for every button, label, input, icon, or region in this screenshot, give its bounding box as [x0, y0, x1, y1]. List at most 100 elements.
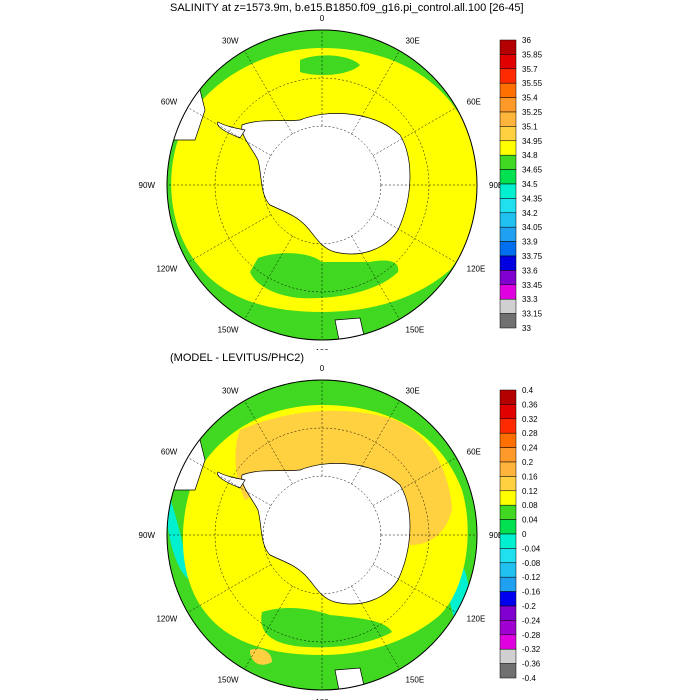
- colorbar-swatch: [499, 82, 517, 98]
- meridian-line: [351, 235, 400, 320]
- colorbar-label: -0.16: [522, 588, 541, 597]
- colorbar-swatch: [499, 605, 517, 621]
- colorbar-label: -0.08: [522, 559, 541, 568]
- bottom-map-border: [166, 379, 478, 691]
- colorbar-swatch: [499, 648, 517, 664]
- colorbar-label: 33.15: [522, 310, 543, 319]
- top-graticule: [167, 30, 477, 340]
- colorbar-label: 34.8: [522, 151, 538, 160]
- bottom-graticule: [167, 380, 477, 690]
- colorbar-swatch: [499, 126, 517, 142]
- colorbar-swatch: [499, 519, 517, 535]
- colorbar-label: 36: [522, 36, 531, 45]
- colorbar-label: 0.04: [522, 516, 538, 525]
- meridian-line: [351, 400, 400, 485]
- longitude-label: 120W: [156, 265, 177, 274]
- colorbar-label: 34.2: [522, 209, 538, 218]
- meridian-line: [372, 457, 457, 506]
- colorbar-label: 35.1: [522, 122, 538, 131]
- colorbar-label: 0.2: [522, 458, 534, 467]
- bottom-map-title: (MODEL - LEVITUS/PHC2): [170, 352, 305, 364]
- colorbar-swatch: [499, 183, 517, 199]
- colorbar-label: 35.55: [522, 79, 543, 88]
- colorbar-label: 35.7: [522, 65, 538, 74]
- longitude-label: 60W: [161, 448, 178, 457]
- colorbar-label: -0.28: [522, 631, 541, 640]
- colorbar-swatch: [499, 111, 517, 127]
- colorbar-swatch: [499, 490, 517, 506]
- meridian-line: [244, 235, 293, 320]
- colorbar-label: 0.08: [522, 501, 538, 510]
- colorbar-label: 35.85: [522, 50, 543, 59]
- colorbar-label: 33.9: [522, 238, 538, 247]
- colorbar-label: 35.4: [522, 94, 538, 103]
- bottom-polar-map: 0 30E 60E 90E 120E 150E 180 150W 120W 90W 60W 30W 0…: [139, 364, 541, 700]
- colorbar-swatch: [499, 169, 517, 185]
- colorbar-swatch: [499, 198, 517, 214]
- longitude-label: 30E: [406, 386, 420, 395]
- colorbar-label: 34.5: [522, 180, 538, 189]
- colorbar-swatch: [499, 97, 517, 113]
- longitude-label: 90W: [139, 181, 156, 190]
- colorbar-label: 33: [522, 324, 531, 333]
- colorbar-label: 0.16: [522, 472, 538, 481]
- longitude-label: 150E: [406, 676, 425, 685]
- colorbar-label: -0.4: [522, 674, 536, 683]
- longitude-label: 150W: [218, 676, 239, 685]
- meridian-line: [244, 585, 293, 670]
- longitude-label: 120E: [467, 615, 486, 624]
- colorbar-label: 0.12: [522, 487, 538, 496]
- colorbar-label: 0.36: [522, 400, 538, 409]
- meridian-line: [244, 400, 293, 485]
- longitude-label: 0: [320, 364, 325, 373]
- top-colorbar: 36 35.85 35.7 35.55 35.4 35.25 35.1 34.95 34.8 34…: [499, 36, 543, 333]
- colorbar-swatch: [499, 404, 517, 420]
- anomaly-orange-south-patch: [250, 648, 272, 665]
- colorbar-swatch: [499, 54, 517, 70]
- longitude-label: 90E: [489, 531, 503, 540]
- meridian-line: [187, 457, 272, 506]
- colorbar-label: -0.24: [522, 616, 541, 625]
- meridian-line: [372, 107, 457, 156]
- colorbar-label: 33.75: [522, 252, 543, 261]
- longitude-label: 30W: [222, 36, 239, 45]
- colorbar-swatch: [499, 284, 517, 300]
- colorbar-swatch: [499, 533, 517, 549]
- longitude-label: 90W: [139, 531, 156, 540]
- colorbar-swatch: [499, 298, 517, 314]
- colorbar-label: -0.36: [522, 660, 541, 669]
- colorbar-label: 34.65: [522, 166, 543, 175]
- colorbar-label: 33.45: [522, 281, 543, 290]
- longitude-label: 60W: [161, 98, 178, 107]
- meridian-line: [244, 50, 293, 135]
- colorbar-swatch: [499, 576, 517, 592]
- colorbar-swatch: [499, 154, 517, 170]
- colorbar-swatch: [499, 226, 517, 242]
- meridian-line: [372, 214, 457, 263]
- colorbar-swatch: [499, 591, 517, 607]
- colorbar-swatch: [499, 634, 517, 650]
- colorbar-swatch: [499, 270, 517, 286]
- colorbar-swatch: [499, 432, 517, 448]
- anomaly-green-south-patch: [261, 608, 392, 648]
- colorbar-label: 34.35: [522, 194, 543, 203]
- colorbar-swatch: [499, 313, 517, 329]
- colorbar-swatch: [499, 39, 517, 55]
- colorbar-swatch: [499, 504, 517, 520]
- colorbar-label: -0.12: [522, 573, 541, 582]
- longitude-label: 180: [315, 698, 329, 700]
- colorbar-swatch: [499, 255, 517, 271]
- top-map-border: [166, 29, 478, 341]
- meridian-line: [187, 564, 272, 613]
- meridian-line: [351, 50, 400, 135]
- colorbar-label: 0.24: [522, 444, 538, 453]
- top-longitude-labels: 0 30E 60E 90E 120E 150E 180 150W 120W 90W 60W 30W: [139, 14, 504, 350]
- colorbar-swatch: [499, 562, 517, 578]
- colorbar-label: 0.4: [522, 386, 534, 395]
- longitude-label: 30W: [222, 386, 239, 395]
- colorbar-swatch: [499, 548, 517, 564]
- colorbar-label: 0.28: [522, 429, 538, 438]
- longitude-label: 150W: [218, 326, 239, 335]
- colorbar-swatch: [499, 418, 517, 434]
- longitude-label: 60E: [467, 98, 481, 107]
